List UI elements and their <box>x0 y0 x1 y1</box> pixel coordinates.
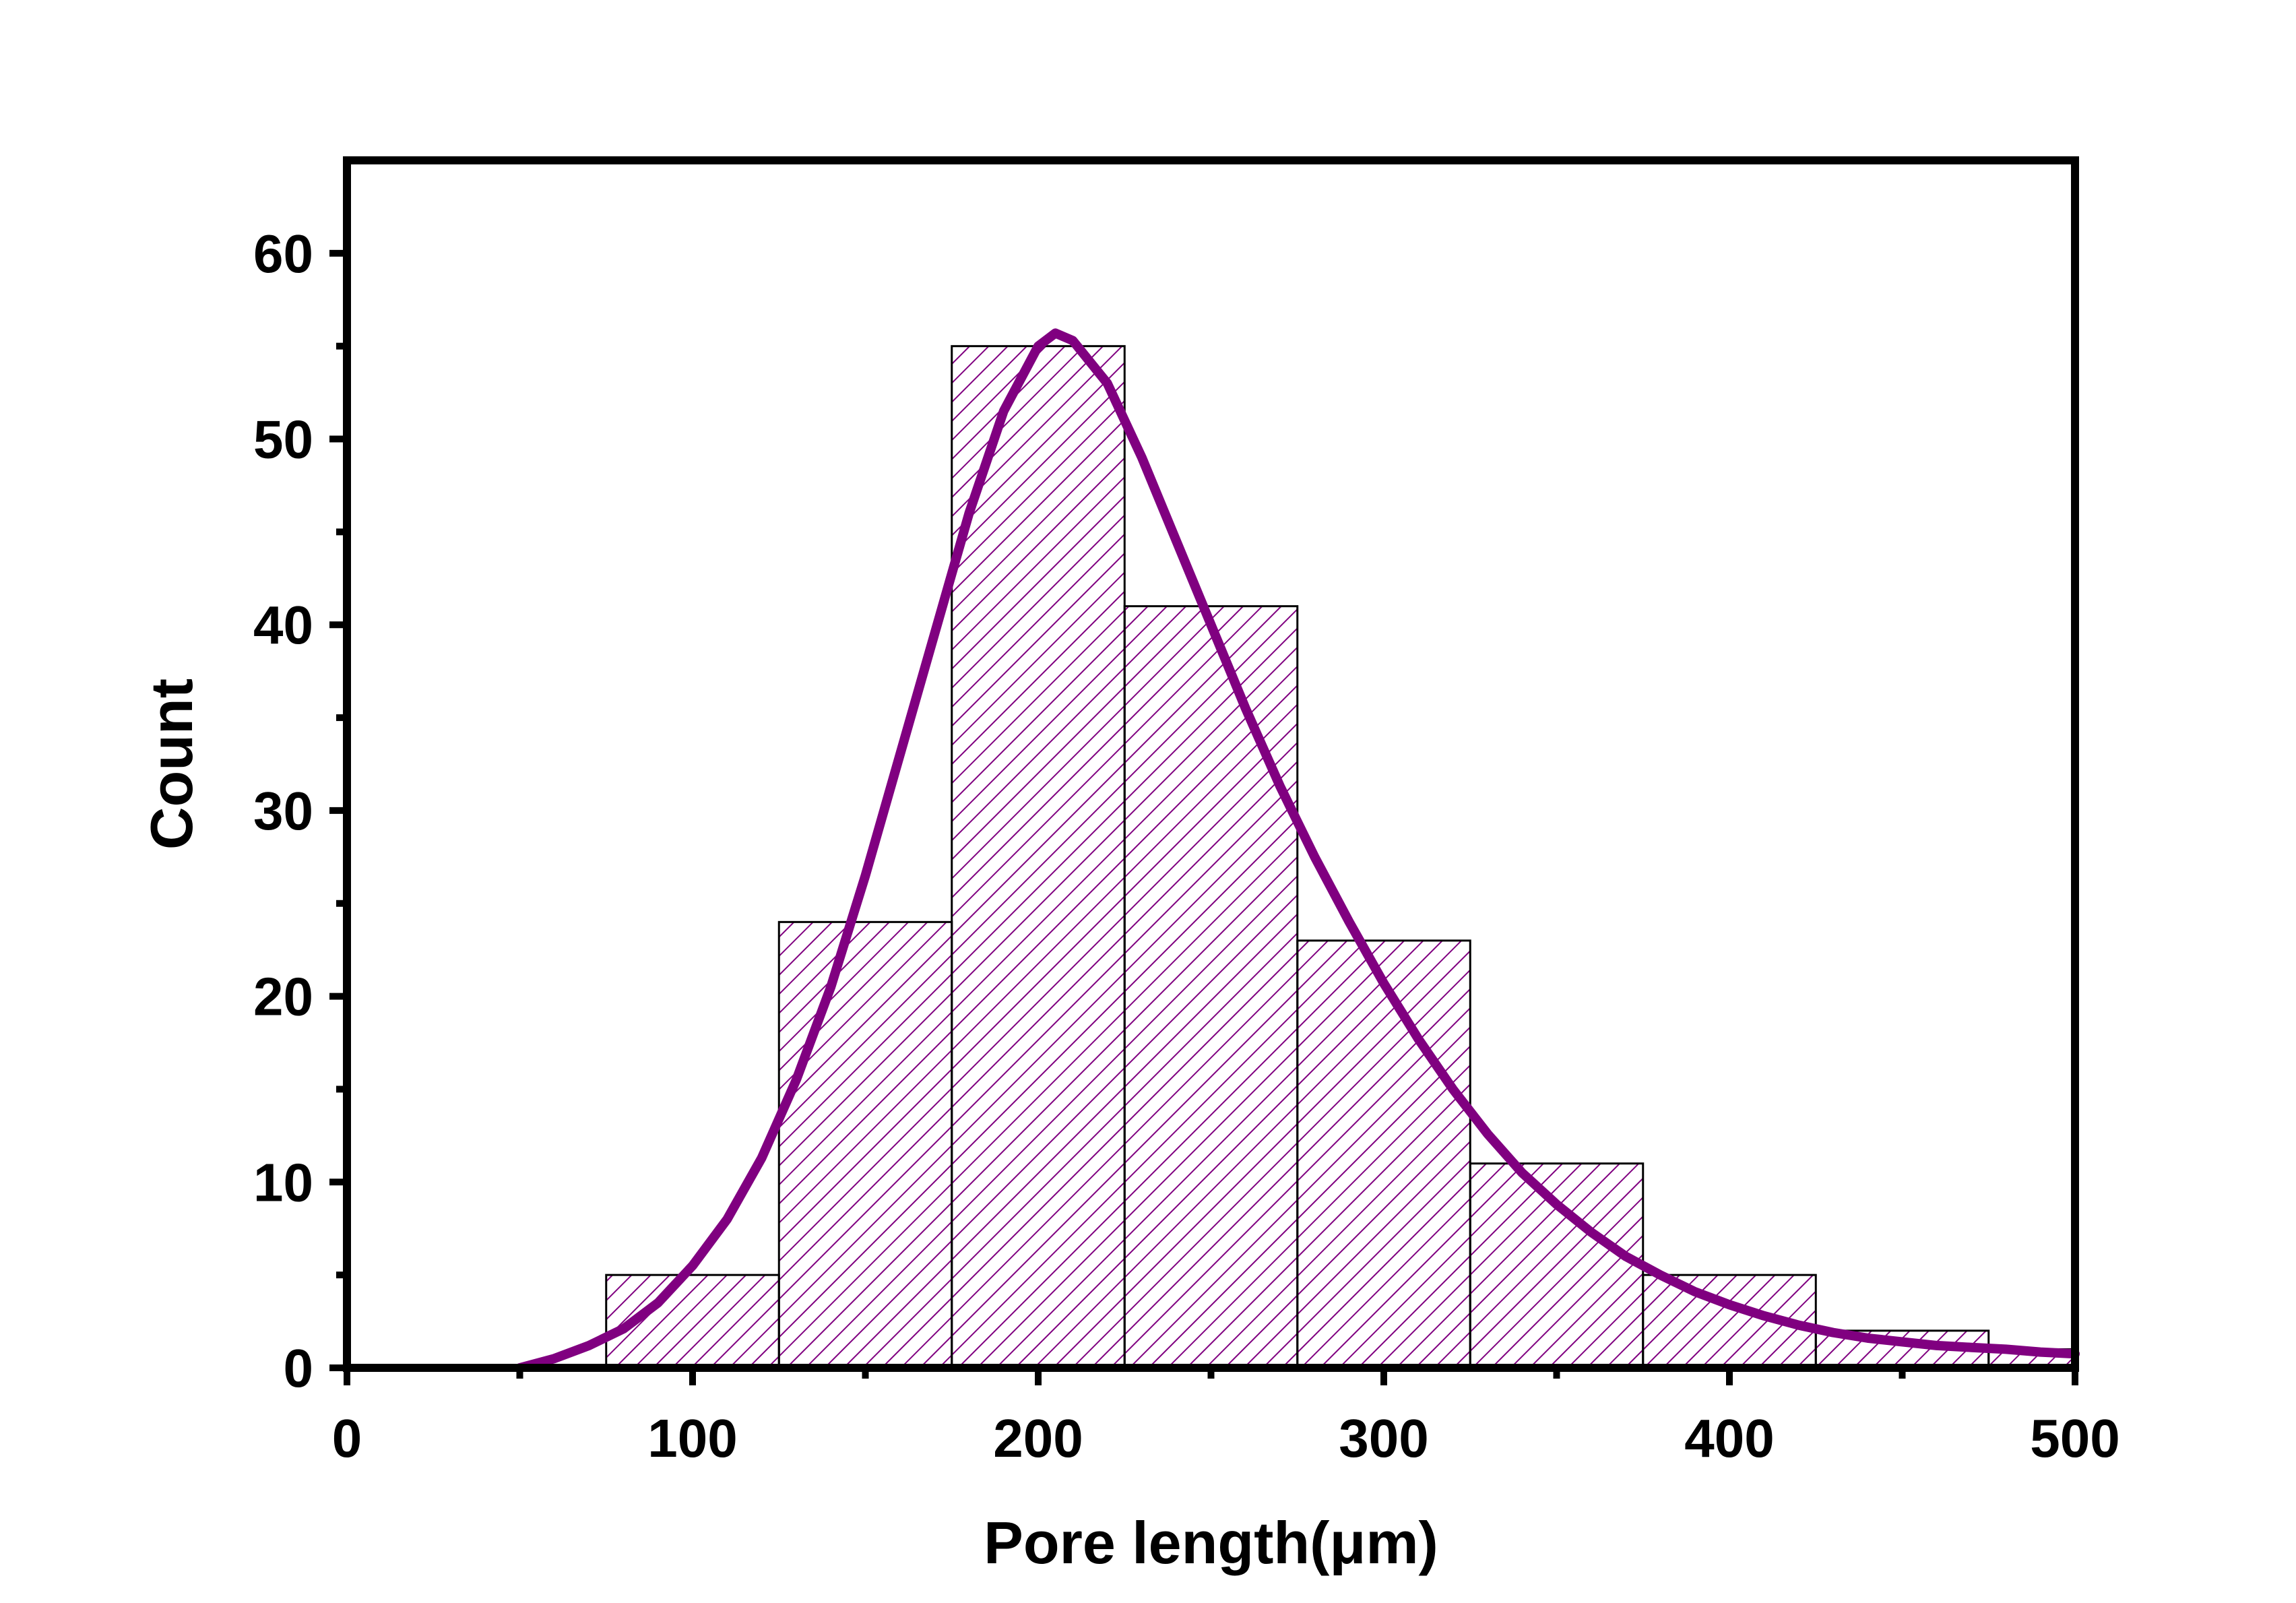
x-tick-label: 400 <box>1684 1408 1774 1468</box>
histogram-bar <box>1296 939 1471 1369</box>
x-tick-label: 200 <box>993 1408 1083 1468</box>
y-tick-label: 30 <box>253 781 313 841</box>
y-axis-title: Count <box>138 679 205 850</box>
x-tick-label: 500 <box>2030 1408 2119 1468</box>
histogram-bar <box>951 345 1126 1369</box>
y-tick-label: 40 <box>253 595 313 655</box>
x-tick-label: 0 <box>332 1408 362 1468</box>
fit-curve-layer <box>515 328 2080 1373</box>
x-tick-label: 300 <box>1339 1408 1428 1468</box>
ticks-layer: 0 100 200 300 400 500 0 10 20 30 40 50 60 <box>253 224 2120 1468</box>
x-axis-title: Pore length(μm) <box>984 1509 1438 1576</box>
histogram-bar <box>1469 1162 1645 1369</box>
fit-curve <box>515 328 2080 1373</box>
y-tick-label: 0 <box>284 1338 314 1398</box>
y-tick-label: 60 <box>253 224 313 284</box>
y-tick-label: 50 <box>253 410 313 470</box>
bars-layer <box>605 345 2076 1369</box>
histogram-bar <box>1123 605 1299 1369</box>
histogram-bar <box>777 920 953 1369</box>
y-tick-label: 10 <box>253 1152 313 1212</box>
x-tick-label: 100 <box>647 1408 737 1468</box>
y-tick-label: 20 <box>253 967 313 1027</box>
